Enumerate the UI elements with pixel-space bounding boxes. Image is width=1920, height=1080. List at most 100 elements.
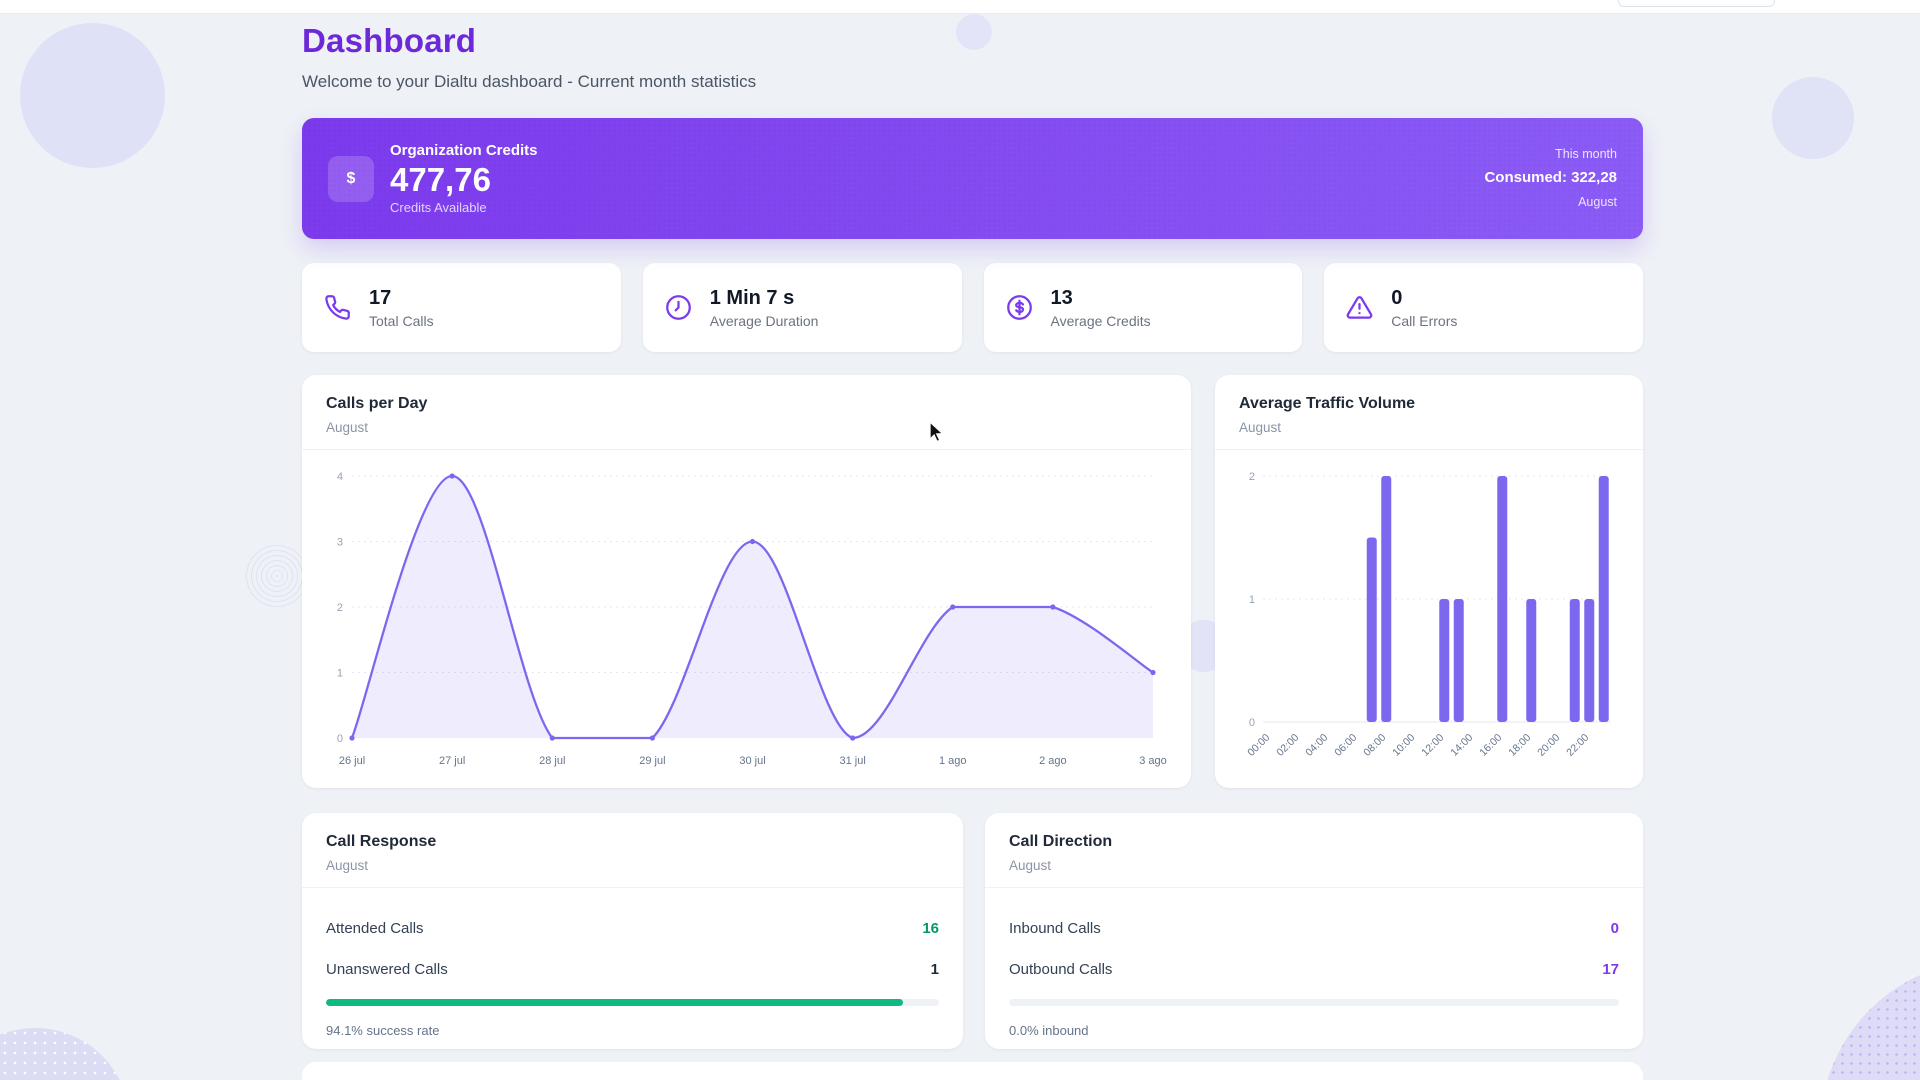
credits-summary: $ Organization Credits 477,76 Credits Av… [328, 142, 538, 216]
bottom-row: Call Response August Attended Calls 16 U… [302, 813, 1643, 1049]
svg-text:10:00: 10:00 [1390, 732, 1417, 759]
svg-text:22:00: 22:00 [1564, 732, 1591, 759]
period-label: This month [1555, 146, 1617, 161]
next-section-card-partial [302, 1062, 1643, 1080]
decorative-dotted-circle-bottom-left [0, 1028, 130, 1080]
credits-value: 477,76 [390, 160, 491, 198]
stat-label: Average Credits [1050, 312, 1151, 329]
divider [302, 449, 1191, 450]
divider [302, 887, 963, 888]
consumed-value: Consumed: 322,28 [1484, 169, 1617, 187]
svg-text:04:00: 04:00 [1303, 732, 1330, 759]
stat-card-call-errors: 0 Call Errors [1324, 263, 1643, 352]
clock-icon [665, 294, 692, 321]
card-header: Calls per Day August [302, 375, 1191, 449]
row-label: Attended Calls [326, 920, 424, 937]
svg-text:1: 1 [337, 668, 343, 680]
svg-text:29 jul: 29 jul [639, 755, 665, 767]
stats-row: 17 Total Calls 1 Min 7 s Average Duratio… [302, 263, 1643, 352]
svg-text:16:00: 16:00 [1477, 732, 1504, 759]
svg-text:4: 4 [337, 471, 343, 483]
decorative-circle-top-left [20, 23, 165, 168]
phone-icon [324, 294, 351, 321]
charts-row: Calls per Day August 0 1 2 3 4 26 jul 27 jul 28… [302, 375, 1643, 788]
stat-text: 0 Call Errors [1391, 287, 1457, 329]
card-title: Call Direction [1009, 833, 1113, 850]
chart-body: 0 1 2 3 4 26 jul 27 jul 28 jul 29 jul 30 jul 31 ju… [302, 450, 1191, 774]
row-label: Outbound Calls [1009, 961, 1113, 978]
divider [1215, 449, 1643, 450]
stat-value: 13 [1050, 286, 1073, 309]
main-content: Dashboard Welcome to your Dialtu dashboa… [302, 14, 1643, 1080]
card-title: Average Traffic Volume [1239, 395, 1416, 412]
svg-text:12:00: 12:00 [1419, 732, 1446, 759]
success-rate-progress [326, 999, 939, 1006]
svg-text:1: 1 [1249, 594, 1255, 606]
inbound-calls-row: Inbound Calls 0 [1009, 920, 1619, 937]
svg-text:26 jul: 26 jul [339, 755, 365, 767]
svg-text:27 jul: 27 jul [439, 755, 465, 767]
stat-card-total-calls: 17 Total Calls [302, 263, 621, 352]
chart-body: 0 1 2 00:00 02:00 04:00 06:00 08:00 10:00 12:00 14… [1215, 450, 1643, 774]
card-subtitle: August [1009, 858, 1052, 873]
stat-value: 17 [369, 286, 392, 309]
stat-label: Call Errors [1391, 312, 1458, 329]
topbar-partial-button[interactable] [1618, 0, 1775, 7]
credits-period-info: This month Consumed: 322,28 August [1484, 144, 1617, 214]
svg-text:00:00: 00:00 [1245, 732, 1272, 759]
stat-value: 1 Min 7 s [709, 286, 795, 309]
stat-label: Total Calls [369, 312, 434, 329]
stat-card-average-credits: 13 Average Credits [983, 263, 1303, 352]
credits-label: Organization Credits [390, 141, 538, 159]
page-subtitle: Welcome to your Dialtu dashboard - Curre… [302, 72, 757, 91]
top-bar [0, 0, 1920, 14]
svg-text:06:00: 06:00 [1332, 732, 1359, 759]
svg-text:0: 0 [337, 733, 343, 745]
dollar-circle-icon [1006, 294, 1033, 321]
stat-rows: Attended Calls 16 Unanswered Calls 1 [302, 888, 963, 978]
inbound-rate-text: 0.0% inbound [1009, 1023, 1089, 1038]
stat-card-average-duration: 1 Min 7 s Average Duration [642, 263, 962, 352]
dollar-icon: $ [328, 155, 374, 202]
svg-text:3: 3 [337, 537, 343, 549]
card-subtitle: August [326, 420, 369, 435]
svg-text:0: 0 [1249, 717, 1255, 729]
decorative-circle-top-center [956, 14, 992, 50]
calls-per-day-card: Calls per Day August 0 1 2 3 4 26 jul 27 jul 28… [302, 375, 1191, 788]
stat-label: Average Duration [709, 312, 819, 329]
card-header: Call Response August [302, 813, 963, 887]
traffic-volume-chart: 0 1 2 00:00 02:00 04:00 06:00 08:00 10:00 12:00 14… [1245, 471, 1611, 759]
progress-fill [326, 999, 903, 1006]
traffic-volume-card: Average Traffic Volume August 0 1 2 00:00 02… [1215, 375, 1643, 788]
svg-text:2 ago: 2 ago [1039, 755, 1067, 767]
svg-text:28 jul: 28 jul [539, 755, 565, 767]
attended-calls-row: Attended Calls 16 [326, 920, 939, 937]
dollar-glyph: $ [346, 169, 356, 187]
stat-rows: Inbound Calls 0 Outbound Calls 17 [985, 888, 1643, 978]
svg-text:31 jul: 31 jul [839, 755, 865, 767]
call-direction-card: Call Direction August Inbound Calls 0 Ou… [985, 813, 1643, 1049]
svg-text:30 jul: 30 jul [739, 755, 765, 767]
svg-text:08:00: 08:00 [1361, 732, 1388, 759]
stat-text: 17 Total Calls [369, 287, 434, 329]
card-subtitle: August [1239, 420, 1282, 435]
svg-text:1 ago: 1 ago [939, 755, 967, 767]
call-response-card: Call Response August Attended Calls 16 U… [302, 813, 963, 1049]
svg-text:14:00: 14:00 [1448, 732, 1475, 759]
card-title: Call Response [326, 833, 437, 850]
inbound-rate-progress [1009, 999, 1619, 1006]
svg-text:2: 2 [1249, 471, 1255, 483]
stat-text: 1 Min 7 s Average Duration [710, 287, 819, 329]
svg-text:20:00: 20:00 [1535, 732, 1562, 759]
unanswered-calls-row: Unanswered Calls 1 [326, 961, 939, 978]
credits-sublabel: Credits Available [390, 200, 487, 216]
decorative-circle-right [1772, 77, 1854, 159]
svg-text:18:00: 18:00 [1506, 732, 1533, 759]
stat-text: 13 Average Credits [1051, 287, 1151, 329]
row-value: 0 [1610, 920, 1619, 937]
decorative-dotted-circle-bottom-right [1820, 960, 1920, 1080]
row-label: Unanswered Calls [326, 961, 448, 978]
success-rate-text: 94.1% success rate [326, 1023, 440, 1038]
credits-text: Organization Credits 477,76 Credits Avai… [390, 142, 538, 216]
